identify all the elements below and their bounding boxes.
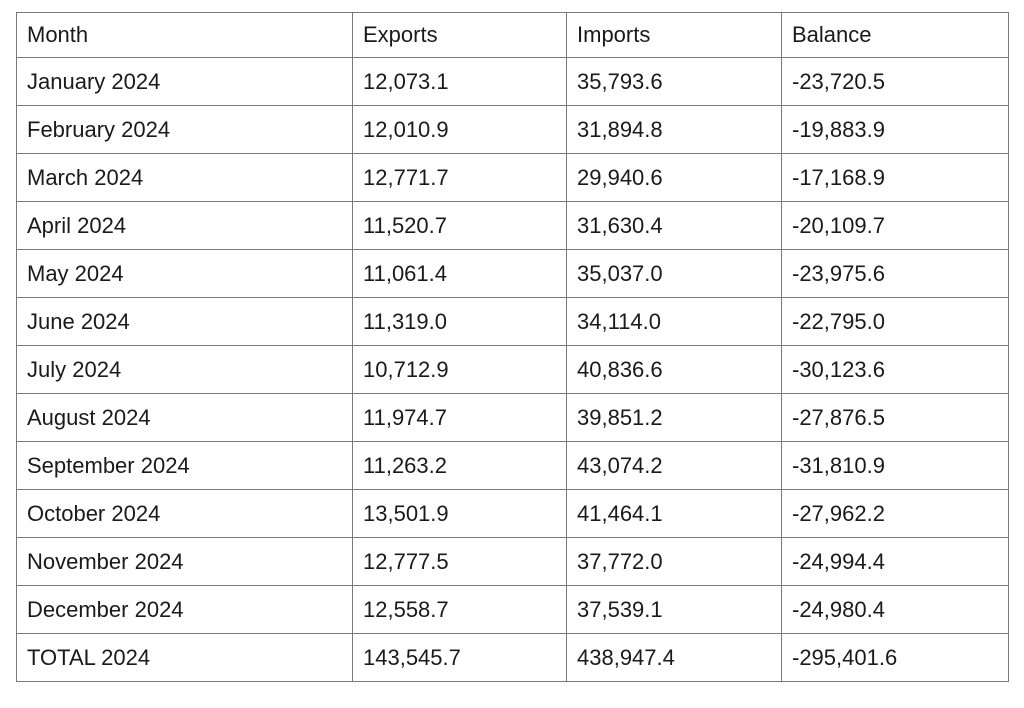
table-row: January 2024 12,073.1 35,793.6 -23,720.5	[16, 57, 1009, 106]
header-imports: Imports	[566, 12, 782, 58]
cell-exports: 12,771.7	[352, 153, 567, 202]
cell-imports: 29,940.6	[566, 153, 782, 202]
cell-imports: 35,793.6	[566, 57, 782, 106]
header-balance: Balance	[781, 12, 1009, 58]
table-row: May 2024 11,061.4 35,037.0 -23,975.6	[16, 249, 1009, 298]
cell-month: July 2024	[16, 345, 353, 394]
total-imports: 438,947.4	[566, 633, 782, 682]
cell-balance: -19,883.9	[781, 105, 1009, 154]
table-row: April 2024 11,520.7 31,630.4 -20,109.7	[16, 201, 1009, 250]
cell-month: January 2024	[16, 57, 353, 106]
header-exports: Exports	[352, 12, 567, 58]
cell-imports: 39,851.2	[566, 393, 782, 442]
total-balance: -295,401.6	[781, 633, 1009, 682]
cell-exports: 12,073.1	[352, 57, 567, 106]
table-row: November 2024 12,777.5 37,772.0 -24,994.…	[16, 537, 1009, 586]
table-header-row: Month Exports Imports Balance	[16, 12, 1009, 58]
total-label: TOTAL 2024	[16, 633, 353, 682]
cell-balance: -31,810.9	[781, 441, 1009, 490]
cell-month: November 2024	[16, 537, 353, 586]
table-row: July 2024 10,712.9 40,836.6 -30,123.6	[16, 345, 1009, 394]
cell-month: June 2024	[16, 297, 353, 346]
cell-balance: -20,109.7	[781, 201, 1009, 250]
cell-balance: -22,795.0	[781, 297, 1009, 346]
cell-month: March 2024	[16, 153, 353, 202]
cell-month: August 2024	[16, 393, 353, 442]
cell-balance: -27,962.2	[781, 489, 1009, 538]
cell-balance: -23,720.5	[781, 57, 1009, 106]
cell-imports: 31,894.8	[566, 105, 782, 154]
table-row: September 2024 11,263.2 43,074.2 -31,810…	[16, 441, 1009, 490]
cell-exports: 11,974.7	[352, 393, 567, 442]
cell-month: September 2024	[16, 441, 353, 490]
trade-balance-table: Month Exports Imports Balance January 20…	[16, 12, 1009, 682]
cell-imports: 40,836.6	[566, 345, 782, 394]
cell-exports: 10,712.9	[352, 345, 567, 394]
cell-exports: 12,777.5	[352, 537, 567, 586]
cell-imports: 41,464.1	[566, 489, 782, 538]
cell-imports: 34,114.0	[566, 297, 782, 346]
cell-month: May 2024	[16, 249, 353, 298]
cell-month: April 2024	[16, 201, 353, 250]
cell-exports: 11,263.2	[352, 441, 567, 490]
table-row: March 2024 12,771.7 29,940.6 -17,168.9	[16, 153, 1009, 202]
cell-exports: 13,501.9	[352, 489, 567, 538]
cell-month: February 2024	[16, 105, 353, 154]
cell-balance: -23,975.6	[781, 249, 1009, 298]
cell-imports: 37,772.0	[566, 537, 782, 586]
table-total-row: TOTAL 2024 143,545.7 438,947.4 -295,401.…	[16, 633, 1009, 682]
cell-balance: -24,980.4	[781, 585, 1009, 634]
cell-exports: 12,558.7	[352, 585, 567, 634]
table-row: December 2024 12,558.7 37,539.1 -24,980.…	[16, 585, 1009, 634]
table-row: October 2024 13,501.9 41,464.1 -27,962.2	[16, 489, 1009, 538]
cell-balance: -30,123.6	[781, 345, 1009, 394]
cell-exports: 11,520.7	[352, 201, 567, 250]
cell-exports: 12,010.9	[352, 105, 567, 154]
cell-exports: 11,061.4	[352, 249, 567, 298]
cell-balance: -24,994.4	[781, 537, 1009, 586]
total-exports: 143,545.7	[352, 633, 567, 682]
table-row: February 2024 12,010.9 31,894.8 -19,883.…	[16, 105, 1009, 154]
cell-balance: -17,168.9	[781, 153, 1009, 202]
cell-exports: 11,319.0	[352, 297, 567, 346]
cell-imports: 37,539.1	[566, 585, 782, 634]
table-row: June 2024 11,319.0 34,114.0 -22,795.0	[16, 297, 1009, 346]
table-row: August 2024 11,974.7 39,851.2 -27,876.5	[16, 393, 1009, 442]
cell-month: October 2024	[16, 489, 353, 538]
cell-imports: 31,630.4	[566, 201, 782, 250]
header-month: Month	[16, 12, 353, 58]
cell-imports: 35,037.0	[566, 249, 782, 298]
cell-imports: 43,074.2	[566, 441, 782, 490]
cell-balance: -27,876.5	[781, 393, 1009, 442]
cell-month: December 2024	[16, 585, 353, 634]
